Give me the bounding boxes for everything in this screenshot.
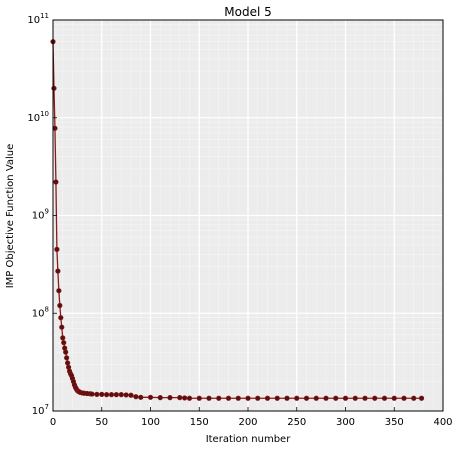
y-tick-label: 108: [32, 305, 49, 319]
data-point: [123, 392, 129, 398]
data-point: [206, 395, 212, 401]
data-point: [255, 395, 261, 401]
data-point: [313, 395, 319, 401]
data-point: [133, 394, 139, 400]
data-point: [182, 395, 188, 401]
data-point: [401, 395, 407, 401]
x-tick-label: 200: [238, 417, 257, 428]
data-point: [63, 349, 69, 355]
x-tick-label: 100: [141, 417, 160, 428]
data-point: [274, 395, 280, 401]
y-tick-label: 109: [32, 208, 49, 222]
data-point: [61, 340, 67, 346]
data-point: [333, 395, 339, 401]
data-point: [216, 395, 222, 401]
data-point: [51, 85, 57, 91]
grid: [52, 19, 444, 412]
data-point: [138, 394, 144, 400]
data-point: [53, 179, 59, 185]
data-point: [55, 268, 61, 274]
series-layer: [50, 39, 425, 401]
data-point: [104, 392, 110, 398]
data-point: [147, 394, 154, 400]
x-tick-label: 300: [336, 417, 355, 428]
y-tick-label: 1010: [27, 110, 49, 124]
data-point: [372, 395, 378, 401]
x-axis-ticks: 0 50 100 150 200 250 300 350 400: [50, 407, 453, 428]
data-point: [177, 395, 183, 401]
data-point: [303, 395, 310, 401]
data-point: [352, 395, 358, 401]
data-point: [264, 395, 271, 401]
data-point: [56, 288, 62, 294]
data-point: [65, 360, 71, 366]
y-tick-label: 107: [32, 403, 49, 417]
y-axis-label: IMP Objective Function Value: [5, 144, 16, 289]
data-point: [186, 395, 193, 401]
data-point: [411, 395, 417, 401]
data-point: [381, 395, 388, 401]
y-axis-ticks: 107 108 109 1010 1011: [27, 12, 57, 417]
data-point: [418, 395, 425, 401]
x-tick-label: 250: [287, 417, 306, 428]
y-tick-label: 1011: [27, 12, 49, 26]
x-tick-label: 350: [385, 417, 404, 428]
x-axis-label: Iteration number: [206, 434, 292, 445]
data-point: [113, 392, 119, 398]
x-tick-label: 150: [190, 417, 209, 428]
data-point: [118, 392, 124, 398]
chart-title: Model 5: [224, 5, 271, 19]
x-tick-label: 50: [95, 417, 108, 428]
data-point: [342, 395, 349, 401]
data-point: [323, 395, 329, 401]
data-point: [89, 391, 95, 397]
data-point: [64, 355, 70, 361]
data-point: [391, 395, 397, 401]
data-point: [362, 395, 368, 401]
data-point: [284, 395, 290, 401]
x-tick-label: 0: [50, 417, 56, 428]
data-point: [294, 395, 300, 401]
data-point: [196, 395, 202, 401]
data-point: [94, 391, 100, 397]
data-point: [60, 335, 66, 341]
x-tick-label: 400: [433, 417, 452, 428]
data-point: [245, 395, 251, 401]
data-point: [54, 246, 60, 252]
data-point: [157, 395, 163, 401]
data-point: [59, 324, 65, 330]
data-point: [225, 395, 232, 401]
data-point: [235, 395, 241, 401]
data-point: [167, 395, 173, 401]
data-point: [57, 302, 63, 309]
data-point: [58, 315, 64, 321]
data-point: [99, 391, 105, 397]
data-point: [128, 392, 134, 398]
data-point: [108, 392, 115, 398]
